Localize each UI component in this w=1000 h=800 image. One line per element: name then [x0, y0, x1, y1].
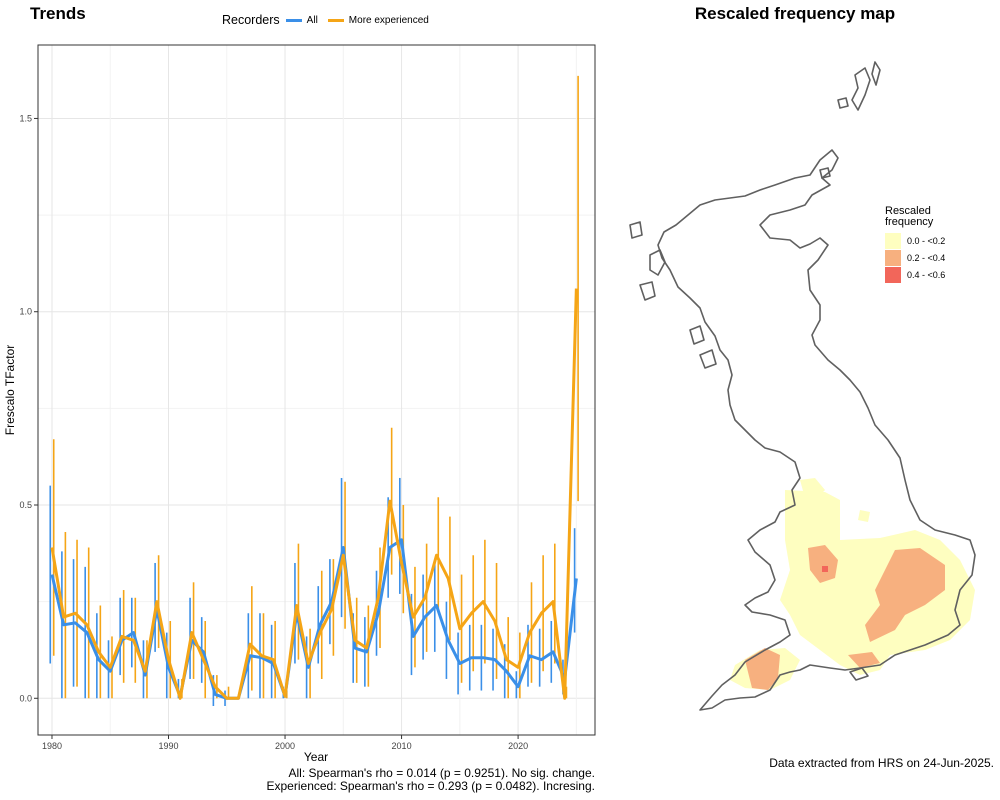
y-tick-label: 0.0 — [19, 693, 32, 703]
map-legend-swatch-mid — [885, 249, 901, 266]
coastline-wight — [849, 667, 869, 681]
map-legend: Rescaled frequency 0.0 - <0.2 0.2 - <0.4… — [885, 206, 945, 283]
map-legend-label-low: 0.0 - <0.2 — [907, 235, 946, 246]
map-legend-swatch-high — [885, 266, 901, 283]
coastline-islands-west — [629, 221, 717, 369]
map-title: Rescaled frequency map — [694, 4, 896, 23]
chart-legend: Recorders All More experienced — [222, 12, 439, 28]
coastline — [629, 61, 976, 711]
x-tick-label: 2000 — [275, 741, 295, 751]
series-line-all — [50, 538, 578, 700]
legend-item-experienced: More experienced — [327, 14, 429, 26]
stats-line-all: All: Spearman's rho = 0.014 (p = 0.9251)… — [288, 766, 595, 780]
trends-title: Trends — [30, 4, 86, 23]
patch-low-southeast — [780, 490, 975, 675]
x-tick-label: 1980 — [42, 741, 62, 751]
data-source-note: Data extracted from HRS on 24-Jun-2025. — [769, 756, 994, 770]
patch-mid-east — [865, 548, 945, 642]
patch-high — [822, 566, 828, 572]
x-tick-label: 2020 — [508, 741, 528, 751]
legend-label-experienced: More experienced — [348, 14, 429, 26]
map-legend-label-high: 0.4 - <0.6 — [907, 269, 946, 280]
y-axis-label: Frescalo TFactor — [3, 345, 17, 435]
y-tick-label: 1.0 — [19, 307, 32, 317]
patch-mid-southwest — [745, 648, 780, 690]
legend-title: Recorders — [222, 13, 280, 27]
map-legend-label-mid: 0.2 - <0.4 — [907, 252, 946, 263]
map-legend-title-line1: Rescaled — [885, 205, 931, 217]
x-axis-label: Year — [304, 750, 328, 764]
frequency-map — [629, 61, 976, 711]
axis-ticks: 0.0 0.5 1.0 1.5 1980 1990 2000 2010 2020 — [19, 113, 528, 751]
coastline-mainland — [657, 149, 976, 711]
map-legend-title: Rescaled frequency — [885, 206, 945, 228]
y-tick-label: 1.5 — [19, 113, 32, 123]
map-legend-swatch-low — [885, 232, 901, 249]
x-tick-label: 2010 — [392, 741, 412, 751]
trends-chart: 0.0 0.5 1.0 1.5 1980 1990 2000 2010 2020 Year Fr… — [3, 44, 596, 764]
coastline-northern-isles — [819, 61, 881, 179]
map-legend-title-line2: frequency — [885, 216, 934, 228]
stats-text: All: Spearman's rho = 0.014 (p = 0.9251)… — [200, 766, 596, 793]
legend-swatch-experienced — [327, 18, 344, 22]
stats-line-experienced: Experienced: Spearman's rho = 0.293 (p =… — [266, 779, 596, 793]
y-tick-label: 0.5 — [19, 500, 32, 510]
map-legend-item-high: 0.4 - <0.6 — [885, 266, 945, 283]
error-bars — [49, 75, 579, 707]
x-tick-label: 1990 — [158, 741, 178, 751]
plot-border — [37, 44, 596, 736]
legend-swatch-all — [285, 18, 302, 22]
patch-mid-south — [848, 652, 880, 668]
legend-item-all: All — [285, 14, 318, 26]
frequency-patches — [730, 478, 975, 690]
map-legend-item-low: 0.0 - <0.2 — [885, 232, 945, 249]
patch-mid-midlands — [808, 545, 838, 583]
map-legend-item-mid: 0.2 - <0.4 — [885, 249, 945, 266]
series-line-experienced — [50, 288, 578, 700]
series-lines — [50, 288, 578, 700]
patch-low-north — [800, 478, 870, 522]
grid — [38, 45, 595, 735]
legend-label-all: All — [306, 14, 318, 26]
